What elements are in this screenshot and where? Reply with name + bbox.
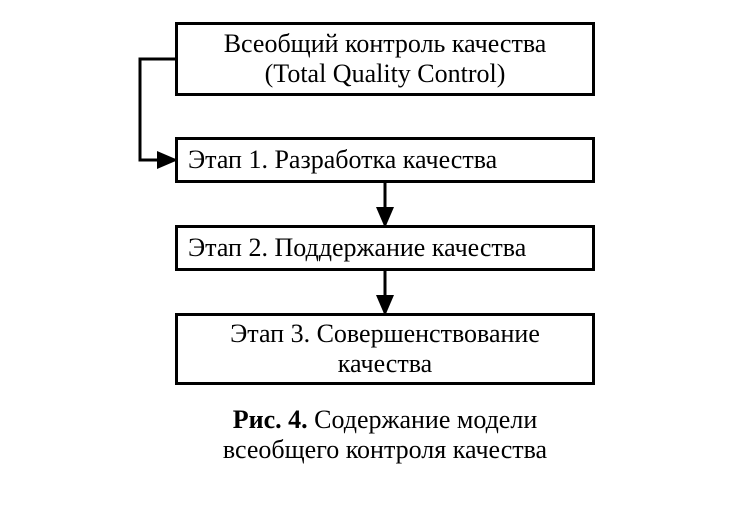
node-step1-label: Этап 1. Разработка качества xyxy=(188,145,497,175)
node-step2-label: Этап 2. Поддержание качества xyxy=(188,233,526,263)
node-title-line1: Всеобщий контроль качества xyxy=(224,29,547,59)
caption-line1: Рис. 4. Содержание модели xyxy=(195,405,575,435)
flowchart-canvas: Всеобщий контроль качества (Total Qualit… xyxy=(0,0,744,505)
caption-rest: Содержание модели xyxy=(308,405,538,434)
node-step3: Этап 3. Совершенствование качества xyxy=(175,313,595,385)
figure-caption: Рис. 4. Содержание модели всеобщего конт… xyxy=(195,405,575,465)
caption-line2: всеобщего контроля качества xyxy=(195,435,575,465)
node-step1: Этап 1. Разработка качества xyxy=(175,137,595,183)
node-step3-line2: качества xyxy=(338,349,432,379)
node-step3-line1: Этап 3. Совершенствование xyxy=(230,319,540,349)
node-title: Всеобщий контроль качества (Total Qualit… xyxy=(175,22,595,96)
node-step2: Этап 2. Поддержание качества xyxy=(175,225,595,271)
node-title-line2: (Total Quality Control) xyxy=(265,59,506,89)
caption-prefix: Рис. 4. xyxy=(233,405,308,434)
